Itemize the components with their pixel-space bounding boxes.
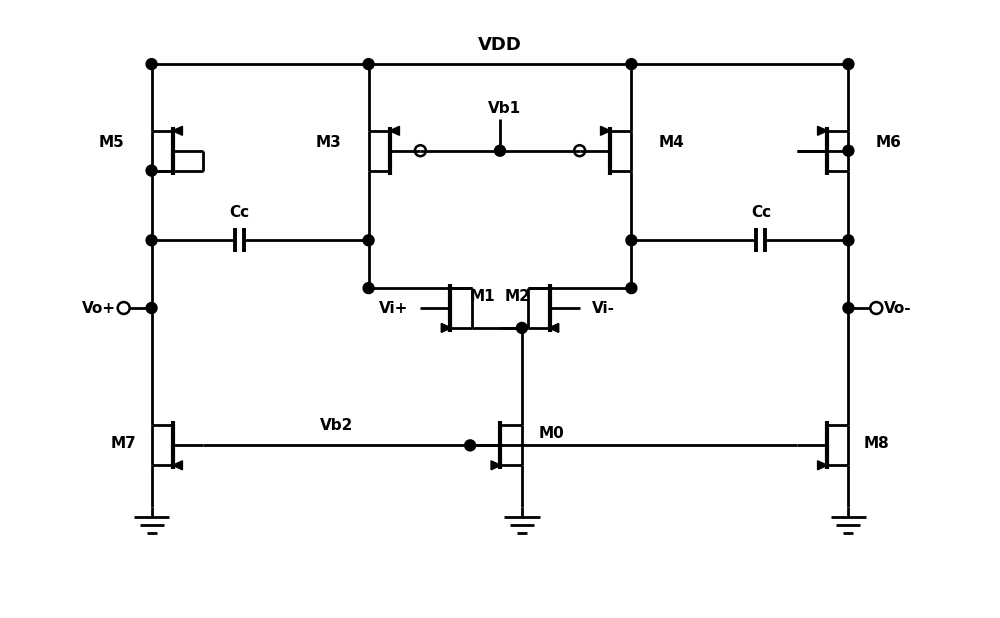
Polygon shape — [491, 461, 501, 470]
Polygon shape — [818, 461, 828, 470]
Polygon shape — [549, 323, 559, 332]
Circle shape — [626, 235, 637, 246]
Text: M4: M4 — [658, 135, 684, 150]
Circle shape — [465, 440, 476, 451]
Text: Vo-: Vo- — [884, 300, 912, 316]
Text: M1: M1 — [469, 289, 495, 303]
Circle shape — [363, 59, 374, 70]
Text: M6: M6 — [875, 135, 901, 150]
Text: M2: M2 — [505, 289, 531, 303]
Text: M0: M0 — [539, 426, 565, 441]
Polygon shape — [818, 126, 828, 135]
Text: Vb2: Vb2 — [320, 418, 353, 433]
Text: Cc: Cc — [229, 205, 249, 221]
Text: Vo+: Vo+ — [82, 300, 116, 316]
Polygon shape — [172, 461, 182, 470]
Circle shape — [516, 323, 527, 333]
Text: M3: M3 — [316, 135, 342, 150]
Text: Cc: Cc — [751, 205, 771, 221]
Circle shape — [843, 235, 854, 246]
Circle shape — [363, 235, 374, 246]
Text: Vi+: Vi+ — [379, 300, 408, 316]
Text: VDD: VDD — [478, 36, 522, 54]
Text: Vb1: Vb1 — [488, 101, 522, 116]
Circle shape — [146, 59, 157, 70]
Text: M8: M8 — [863, 436, 889, 451]
Polygon shape — [389, 126, 399, 135]
Circle shape — [843, 145, 854, 156]
Circle shape — [146, 165, 157, 176]
Text: Vi-: Vi- — [592, 300, 615, 316]
Circle shape — [363, 282, 374, 294]
Circle shape — [843, 59, 854, 70]
Circle shape — [495, 145, 505, 156]
Text: M7: M7 — [111, 436, 137, 451]
Circle shape — [146, 303, 157, 313]
Circle shape — [626, 59, 637, 70]
Polygon shape — [441, 323, 451, 332]
Text: M5: M5 — [99, 135, 125, 150]
Circle shape — [843, 303, 854, 313]
Circle shape — [626, 282, 637, 294]
Circle shape — [146, 235, 157, 246]
Polygon shape — [601, 126, 611, 135]
Polygon shape — [172, 126, 182, 135]
